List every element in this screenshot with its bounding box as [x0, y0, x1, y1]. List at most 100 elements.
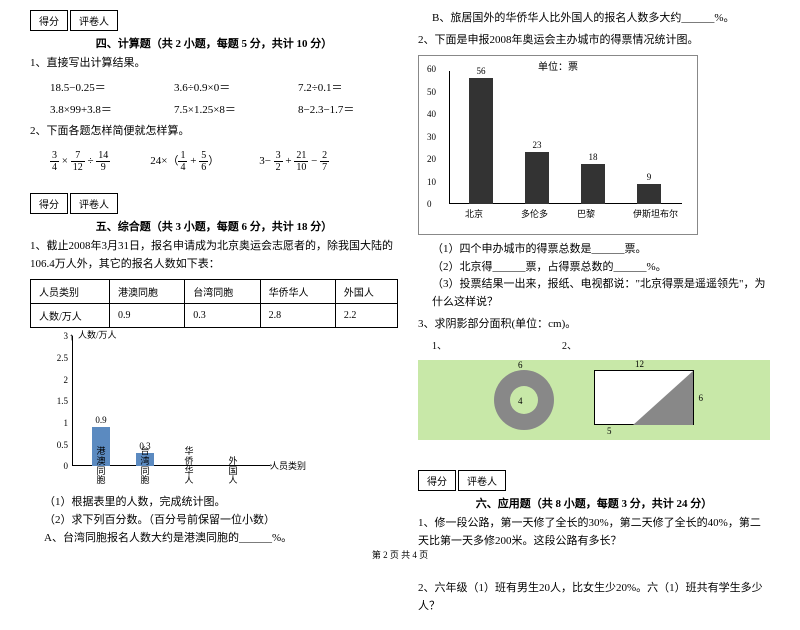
th-1: 港澳同胞 — [109, 280, 184, 304]
frac-1: 34 × 712 ÷ 149 — [50, 150, 110, 173]
volunteer-chart: ↑ → 人数/万人 人员类别 00.511.522.53 0.90.3 港澳同胞… — [50, 336, 270, 486]
right-column: B、旅居国外的华侨华人比外国人的报名人数多大约______%。 2、下面是申报2… — [418, 10, 770, 620]
s5-sub2: （2）求下列百分数。（百分号前保留一位小数） — [44, 512, 398, 530]
score-box-4: 得分 评卷人 — [30, 10, 398, 31]
triangle-shaded — [633, 371, 693, 425]
ring-shape: 4 6 — [494, 370, 554, 430]
v-1: 0.3 — [185, 304, 260, 328]
frac-3: 3− 32 + 2110 − 27 — [259, 150, 329, 173]
c2-bar — [525, 152, 549, 204]
score-label: 得分 — [30, 10, 68, 31]
score-box-6: 得分 评卷人 — [418, 470, 770, 491]
c2-cat: 巴黎 — [577, 207, 595, 220]
c2-bar — [469, 78, 493, 204]
reviewer-label: 评卷人 — [70, 10, 118, 31]
calc-2: 3.6÷0.9×0＝ — [174, 79, 274, 95]
section4-title: 四、计算题（共 2 小题，每题 5 分，共计 10 分） — [30, 35, 398, 51]
s5-q1: 1、截止2008年3月31日，报名申请成为北京奥运会志愿者的，除我国大陆的106… — [30, 238, 398, 273]
v-3: 2.2 — [335, 304, 397, 328]
c1-tick: 1.5 — [50, 396, 68, 406]
s4-q2: 2、下面各题怎样简便就怎样算。 — [30, 123, 398, 141]
c2-cat: 多伦多 — [521, 207, 548, 220]
c2-title: 单位：票 — [538, 58, 578, 73]
page-container: 得分 评卷人 四、计算题（共 2 小题，每题 5 分，共计 10 分） 1、直接… — [0, 0, 800, 630]
c2-tick: 40 — [427, 109, 436, 119]
c2-bar — [581, 164, 605, 205]
c1-tick: 2.5 — [50, 353, 68, 363]
s5-q2: 2、下面是申报2008年奥运会主办城市的得票情况统计图。 — [418, 32, 770, 50]
s6-q1: 1、修一段公路，第一天修了全长的30%，第二天修了全长的40%，第二天比第一天多… — [418, 515, 770, 550]
c2-tick: 30 — [427, 132, 436, 142]
c2-bar-label: 23 — [525, 140, 549, 150]
score-box-5: 得分 评卷人 — [30, 193, 398, 214]
c2-tick: 10 — [427, 177, 436, 187]
c2-cat: 伊斯坦布尔 — [633, 207, 678, 220]
c2-cat: 北京 — [465, 207, 483, 220]
section5-title: 五、综合题（共 3 小题，每题 6 分，共计 18 分） — [30, 218, 398, 234]
ring-dim-4: 4 — [518, 396, 523, 406]
frac-2: 24×（14 + 56） — [150, 150, 219, 173]
c2-bar-label: 56 — [469, 66, 493, 76]
c2-sub2: （2）北京得______票，占得票总数的______%。 — [432, 259, 770, 277]
left-column: 得分 评卷人 四、计算题（共 2 小题，每题 5 分，共计 10 分） 1、直接… — [30, 10, 398, 620]
v-2: 2.8 — [260, 304, 335, 328]
c1-tick: 2 — [50, 375, 68, 385]
ring-inner — [510, 386, 538, 414]
calc-4: 3.8×99+3.8＝ — [50, 101, 150, 117]
table-row: 人员类别 港澳同胞 台湾同胞 华侨华人 外国人 — [31, 280, 398, 304]
rect-shape: 12 6 5 — [594, 370, 694, 425]
score-label: 得分 — [418, 470, 456, 491]
s6-q2: 2、六年级（1）班有男生20人，比女生少20%。六（1）班共有学生多少人？ — [418, 580, 770, 615]
c1-bar-label: 0.9 — [92, 415, 110, 425]
th-0: 人员类别 — [31, 280, 110, 304]
score-label: 得分 — [30, 193, 68, 214]
calc-5: 7.5×1.25×8＝ — [174, 101, 274, 117]
rect-left: 5 — [607, 426, 612, 436]
geo-nums: 1、 2、 — [432, 337, 770, 352]
th-3: 华侨华人 — [260, 280, 335, 304]
calc-3: 7.2÷0.1＝ — [298, 79, 398, 95]
c2-bar-label: 18 — [581, 152, 605, 162]
c1-cat: 外国人 — [219, 457, 247, 487]
c2-tick: 0 — [427, 199, 432, 209]
reviewer-label: 评卷人 — [70, 193, 118, 214]
geometry-panel: 4 6 12 6 5 — [418, 360, 770, 440]
c2-bar-label: 9 — [637, 172, 661, 182]
calc-row-1: 18.5−0.25＝ 3.6÷0.9×0＝ 7.2÷0.1＝ — [50, 79, 398, 95]
c2-tick: 20 — [427, 154, 436, 164]
olympics-chart: 单位：票 0 10 20 30 40 50 60 56 23 18 9 北京 多伦多 巴黎 伊斯坦布尔 — [418, 55, 698, 235]
table-row: 人数/万人 0.9 0.3 2.8 2.2 — [31, 304, 398, 328]
c1-cat: 华侨华人 — [175, 447, 203, 487]
c1-tick: 1 — [50, 418, 68, 428]
s5-subA: A、台湾同胞报名人数大约是港澳同胞的______%。 — [44, 530, 398, 548]
page-footer: 第 2 页 共 4 页 — [372, 548, 428, 561]
c2-tick: 60 — [427, 64, 436, 74]
volunteer-table: 人员类别 港澳同胞 台湾同胞 华侨华人 外国人 人数/万人 0.9 0.3 2.… — [30, 279, 398, 328]
th-2: 台湾同胞 — [185, 280, 260, 304]
reviewer-label: 评卷人 — [458, 470, 506, 491]
x-label: 人员类别 — [270, 459, 306, 472]
y-axis — [72, 336, 73, 466]
s5-q3: 3、求阴影部分面积(单位：cm)。 — [418, 316, 770, 334]
row-label: 人数/万人 — [31, 304, 110, 328]
section6-title: 六、应用题（共 8 小题，每题 3 分，共计 24 分） — [418, 495, 770, 511]
v-0: 0.9 — [109, 304, 184, 328]
c2-yaxis — [449, 71, 450, 204]
s5-subB: B、旅居国外的华侨华人比外国人的报名人数多大约______%。 — [432, 10, 770, 28]
c1-cat: 台湾同胞 — [131, 447, 159, 487]
calc-6: 8−2.3−1.7＝ — [298, 101, 398, 117]
c1-tick: 0.5 — [50, 440, 68, 450]
y-label: 人数/万人 — [78, 328, 117, 341]
rect-w: 12 — [635, 359, 644, 369]
c2-tick: 50 — [427, 87, 436, 97]
calc-row-2: 3.8×99+3.8＝ 7.5×1.25×8＝ 8−2.3−1.7＝ — [50, 101, 398, 117]
rect-h: 6 — [699, 393, 704, 403]
frac-row: 34 × 712 ÷ 149 24×（14 + 56） 3− 32 + 2110… — [50, 150, 398, 173]
calc-1: 18.5−0.25＝ — [50, 79, 150, 95]
c1-tick: 3 — [50, 331, 68, 341]
c2-sub1: （1）四个申办城市的得票总数是______票。 — [432, 241, 770, 259]
c2-bar — [637, 184, 661, 204]
s4-q1: 1、直接写出计算结果。 — [30, 55, 398, 73]
ring-dim-6: 6 — [518, 360, 523, 370]
c2-sub3: （3）投票结果一出来，报纸、电视都说："北京得票是遥遥领先"，为什么这样说？ — [432, 276, 770, 311]
